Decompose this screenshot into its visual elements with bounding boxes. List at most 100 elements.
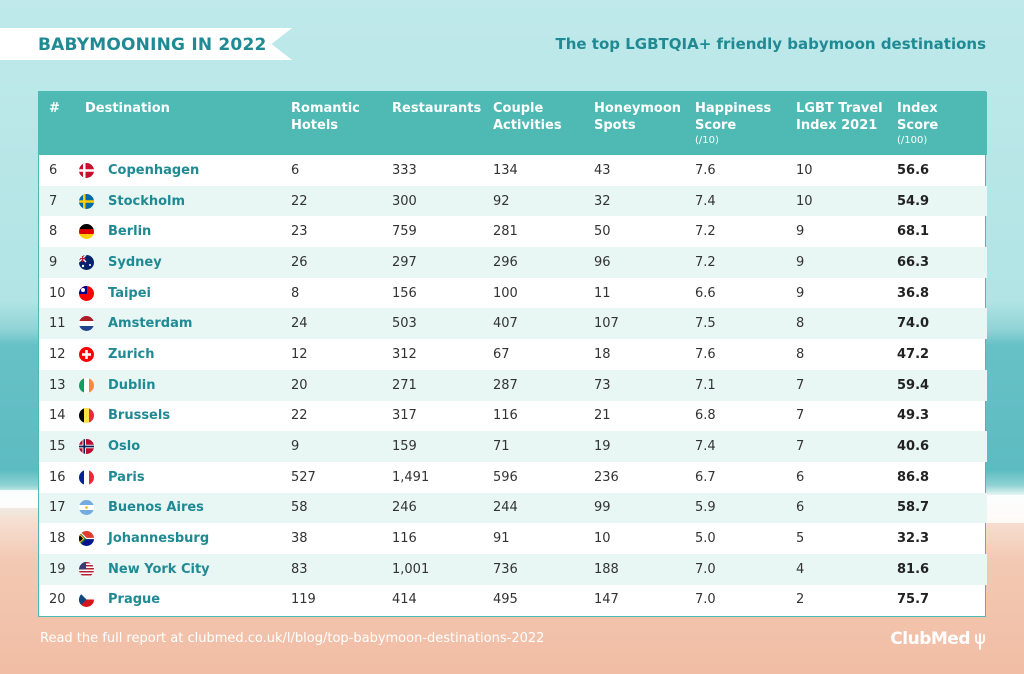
cell-restaurants: 333 [392, 162, 417, 178]
cell-rank: 18 [49, 531, 66, 547]
cell-destination: Oslo [75, 431, 281, 462]
destination-name: Copenhagen [108, 162, 200, 178]
cell-rank: 10 [49, 285, 66, 301]
column-header-3: Restaurants [382, 92, 483, 155]
table-row: 9 Sydney 26 297 296 96 7.2 9 66.3 [39, 247, 987, 278]
cell-hotels: 6 [291, 162, 300, 178]
destinations-table-container: # Destination Romantic Hotels Restaurants Co… [38, 91, 987, 617]
cell-index: 75.7 [897, 592, 930, 608]
trident-icon [975, 633, 985, 650]
column-header-5: Honeymoon Spots [584, 92, 685, 155]
table-row: 18 Johannesburg 38 116 91 10 5.0 5 32.3 [39, 523, 987, 554]
destination-name: Buenos Aires [108, 500, 204, 516]
cell-rank: 6 [49, 162, 58, 178]
cell-index: 59.4 [897, 377, 930, 393]
table-row: 16 Paris 527 1,491 596 236 6.7 6 86.8 [39, 462, 987, 493]
cell-index: 40.6 [897, 439, 930, 455]
sweden-flag-icon [79, 193, 94, 209]
cell-happiness: 7.0 [695, 561, 716, 577]
cell-activities: 296 [493, 254, 518, 270]
column-header-4: Couple Activities [483, 92, 584, 155]
cell-lgbt: 5 [796, 531, 805, 547]
france-flag-icon [79, 469, 94, 485]
cell-activities: 100 [493, 285, 518, 301]
cell-hotels: 58 [291, 500, 308, 516]
cell-activities: 67 [493, 346, 510, 362]
cell-restaurants: 1,491 [392, 469, 430, 485]
cell-index: 58.7 [897, 500, 930, 516]
cell-hotels: 83 [291, 561, 308, 577]
destination-name: Stockholm [108, 193, 186, 209]
cell-happiness: 5.0 [695, 531, 716, 547]
cell-activities: 244 [493, 500, 518, 516]
norway-flag-icon [79, 439, 94, 455]
cell-lgbt: 6 [796, 500, 805, 516]
cell-hotels: 119 [291, 592, 316, 608]
cell-restaurants: 300 [392, 193, 417, 209]
table-body: 6 Copenhagen 6 333 134 43 7.6 10 56.6 7 Stockholm 2… [39, 155, 987, 615]
cell-lgbt: 7 [796, 439, 805, 455]
cell-hotels: 38 [291, 531, 308, 547]
table-row: 10 Taipei 8 156 100 11 6.6 9 36.8 [39, 278, 987, 309]
netherlands-flag-icon [79, 316, 94, 332]
cell-rank: 17 [49, 500, 66, 516]
czech-flag-icon [79, 592, 94, 608]
cell-happiness: 7.2 [695, 224, 716, 240]
column-header-label: Couple Activities [493, 101, 562, 133]
table-header-row: # Destination Romantic Hotels Restaurants Co… [39, 92, 987, 155]
cell-activities: 281 [493, 224, 518, 240]
cell-index: 68.1 [897, 224, 930, 240]
cell-index: 74.0 [897, 316, 930, 332]
cell-spots: 50 [594, 224, 611, 240]
cell-happiness: 7.4 [695, 439, 716, 455]
cell-activities: 134 [493, 162, 518, 178]
column-header-unit: (/10) [695, 135, 719, 146]
cell-lgbt: 9 [796, 254, 805, 270]
cell-activities: 116 [493, 408, 518, 424]
page-subtitle: The top LGBTQIA+ friendly babymoon desti… [555, 35, 987, 53]
cell-rank: 8 [49, 224, 58, 240]
cell-spots: 11 [594, 285, 611, 301]
table-row: 7 Stockholm 22 300 92 32 7.4 10 54.9 [39, 185, 987, 217]
cell-rank: 19 [49, 561, 66, 577]
cell-spots: 21 [594, 408, 611, 424]
page-title: BABYMOONING IN 2022 [38, 35, 267, 55]
table-row: 6 Copenhagen 6 333 134 43 7.6 10 56.6 [39, 155, 987, 186]
denmark-flag-icon [79, 162, 94, 178]
cell-restaurants: 1,001 [392, 561, 430, 577]
cell-happiness: 7.6 [695, 346, 716, 362]
cell-happiness: 6.6 [695, 285, 716, 301]
cell-destination: Sydney [75, 247, 281, 278]
column-header-unit: (/100) [897, 135, 928, 146]
destination-name: Sydney [108, 254, 162, 270]
cell-activities: 407 [493, 316, 518, 332]
cell-lgbt: 4 [796, 561, 805, 577]
cell-spots: 107 [594, 316, 619, 332]
footer-link-text: Read the full report at clubmed.co.uk/l/… [40, 631, 545, 646]
cell-happiness: 7.2 [695, 254, 716, 270]
table-row: 8 Berlin 23 759 281 50 7.2 9 68.1 [39, 216, 987, 247]
cell-hotels: 22 [291, 408, 308, 424]
ireland-flag-icon [79, 377, 94, 393]
destination-name: Johannesburg [108, 531, 210, 547]
column-header-label: Restaurants [392, 101, 482, 116]
cell-hotels: 9 [291, 439, 300, 455]
cell-lgbt: 7 [796, 377, 805, 393]
column-header-label: Honeymoon Spots [594, 101, 682, 133]
cell-happiness: 6.7 [695, 469, 716, 485]
table-row: 12 Zurich 12 312 67 18 7.6 8 47.2 [39, 339, 987, 370]
destination-name: Paris [108, 469, 145, 485]
wave-foam-left [0, 490, 50, 508]
south-africa-flag-icon [79, 531, 94, 547]
cell-hotels: 527 [291, 469, 316, 485]
column-header-label: LGBT Travel Index 2021 [796, 101, 883, 133]
cell-lgbt: 8 [796, 346, 805, 362]
destination-name: New York City [108, 561, 210, 577]
cell-hotels: 12 [291, 346, 308, 362]
destination-name: Berlin [108, 224, 152, 240]
destination-name: Dublin [108, 377, 156, 393]
table-row: 13 Dublin 20 271 287 73 7.1 7 59.4 [39, 369, 987, 401]
cell-restaurants: 759 [392, 224, 417, 240]
column-header-2: Romantic Hotels [281, 92, 382, 155]
column-header-1: Destination [75, 92, 281, 155]
